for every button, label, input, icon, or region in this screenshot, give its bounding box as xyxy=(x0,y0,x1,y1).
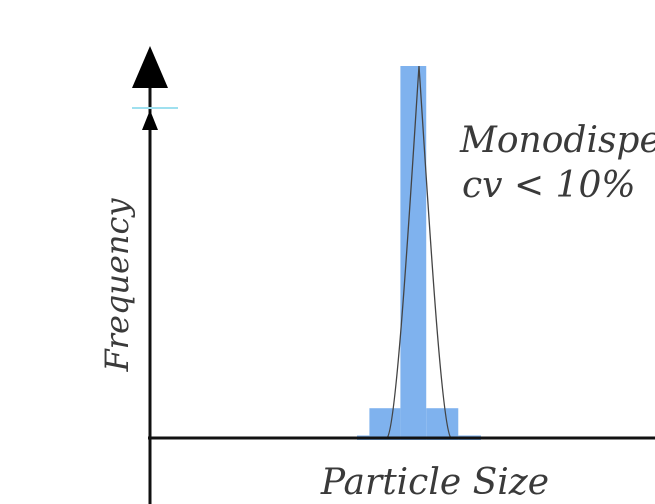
histogram-bar-2 xyxy=(369,408,401,440)
histogram-bars xyxy=(357,66,481,440)
annotation-line-1: Monodisper xyxy=(459,120,655,161)
histogram-bar-3 xyxy=(400,66,427,440)
distribution-curve xyxy=(386,65,452,439)
y-axis-arrow-icon xyxy=(132,46,168,88)
y-axis-arrow-small-icon xyxy=(142,110,158,130)
histogram-bar-4 xyxy=(426,408,459,440)
y-axis-label: Frequency xyxy=(98,198,136,373)
annotation-line-2: cv < 10% xyxy=(462,165,636,206)
x-axis-label: Particle Size xyxy=(320,462,549,503)
